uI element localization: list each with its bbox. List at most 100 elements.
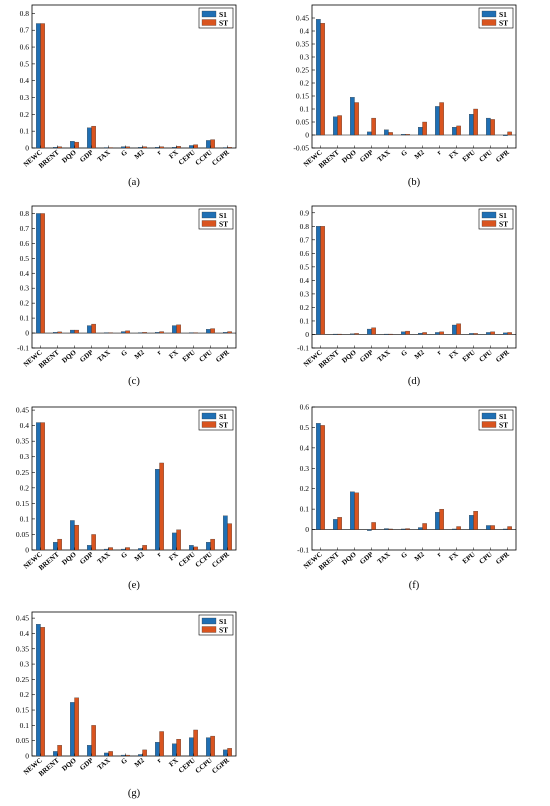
bar-s1-g xyxy=(121,548,126,551)
y-tick-label: 0.4 xyxy=(300,276,310,285)
bar-s1-tax xyxy=(104,147,109,149)
y-tick-label: 0.3 xyxy=(300,464,310,473)
bar-st-r xyxy=(439,508,444,530)
bar-s1-newc xyxy=(316,19,321,136)
bar-st-m2 xyxy=(422,523,427,530)
bar-st-gdp xyxy=(91,725,96,757)
x-tick-label: r xyxy=(155,148,163,156)
bar-s1-r xyxy=(155,147,160,149)
x-tick-label: DQO xyxy=(60,348,78,365)
bar-st-tax xyxy=(108,751,113,757)
legend-swatch-st xyxy=(481,19,497,26)
chart-panel-e: 00.050.10.150.20.250.30.350.40.45NEWCBRE… xyxy=(16,406,237,591)
x-tick-label: FX xyxy=(447,550,459,562)
bar-st-brent xyxy=(57,331,62,334)
x-tick-label: CCPU xyxy=(194,756,214,775)
legend-swatch-s1 xyxy=(201,10,217,18)
x-tick-label: r xyxy=(155,348,163,356)
bar-s1-g xyxy=(401,528,406,530)
legend-label-s1: S1 xyxy=(219,412,227,421)
y-tick-label: 0.9 xyxy=(300,208,310,217)
panel-label: (a) xyxy=(128,177,140,188)
plot-frame xyxy=(31,4,237,149)
x-tick-label: DQO xyxy=(60,756,78,773)
x-tick-label: TAX xyxy=(96,550,112,565)
bar-s1-fx xyxy=(452,127,457,136)
bar-s1-r xyxy=(155,469,160,551)
y-tick-label: 0.4 xyxy=(20,269,30,278)
x-tick-label: EPU xyxy=(461,148,477,163)
x-tick-label: CCPU xyxy=(194,148,214,167)
x-tick-label: GDP xyxy=(78,550,95,566)
x-tick-label: CEPU xyxy=(177,550,197,568)
y-tick-label: 0.4 xyxy=(300,27,310,36)
bar-st-cgpr xyxy=(227,523,232,551)
x-tick-label: CPU xyxy=(478,148,494,163)
bar-s1-r xyxy=(155,332,160,334)
y-tick-label: 0.1 xyxy=(20,721,30,730)
bar-st-gdp xyxy=(371,522,376,530)
bar-s1-gdp xyxy=(367,328,372,335)
x-tick-label: GPR xyxy=(494,348,511,364)
legend-swatch-s1 xyxy=(201,211,217,219)
x-tick-label: EPU xyxy=(461,550,477,565)
legend-label-st: ST xyxy=(219,19,228,28)
x-tick-label: G xyxy=(119,348,129,358)
bar-st-gpr xyxy=(507,131,512,136)
chart-panel-g: 00.050.10.150.20.250.30.350.40.45NEWCBRE… xyxy=(16,611,237,799)
bar-st-cpu xyxy=(490,331,495,335)
x-tick-label: G xyxy=(399,148,409,158)
bar-s1-gpr xyxy=(503,332,508,335)
x-tick-label: M2 xyxy=(133,348,146,361)
y-tick-label: 0.3 xyxy=(300,53,310,62)
bar-s1-newc xyxy=(36,23,41,149)
x-tick-label: TAX xyxy=(96,756,112,771)
bar-s1-g xyxy=(121,331,126,334)
bar-s1-gdp xyxy=(87,745,92,757)
bar-s1-dqo xyxy=(350,97,355,136)
bar-st-cpu xyxy=(210,328,215,334)
bar-s1-m2 xyxy=(138,332,143,334)
bar-s1-fx xyxy=(172,325,177,334)
bar-st-r xyxy=(439,102,444,136)
bar-st-tax xyxy=(388,132,393,136)
bar-st-gpr xyxy=(507,332,512,335)
bar-s1-epu xyxy=(469,515,474,530)
x-tick-label: CGPR xyxy=(210,756,231,775)
bar-s1-r xyxy=(435,106,440,136)
y-tick-label: 0.1 xyxy=(300,316,310,325)
bar-s1-brent xyxy=(53,332,58,334)
y-tick-label: 0.5 xyxy=(300,423,310,432)
legend-label-s1: S1 xyxy=(219,617,227,626)
bar-st-fx xyxy=(176,146,181,149)
y-tick-label: 0.05 xyxy=(16,530,29,539)
bar-s1-g xyxy=(121,146,126,149)
legend-label-s1: S1 xyxy=(219,211,227,220)
bar-s1-m2 xyxy=(138,754,143,757)
x-tick-label: M2 xyxy=(413,550,426,563)
bar-s1-tax xyxy=(384,129,389,136)
plot-frame xyxy=(311,4,517,149)
bar-st-brent xyxy=(57,538,62,551)
bar-s1-gdp xyxy=(87,127,92,149)
bar-s1-fx xyxy=(172,147,177,149)
x-tick-label: GPR xyxy=(494,550,511,566)
y-tick-label: 0.6 xyxy=(20,239,30,248)
bar-s1-tax xyxy=(384,333,389,335)
x-tick-label: GDP xyxy=(358,550,375,566)
bar-st-m2 xyxy=(142,332,147,334)
x-tick-label: TAX xyxy=(376,550,392,565)
bar-st-brent xyxy=(57,146,62,149)
x-tick-label: r xyxy=(155,756,163,764)
y-tick-label: 0 xyxy=(25,546,29,555)
bar-st-gpr xyxy=(507,526,512,530)
bar-s1-cgpr xyxy=(223,515,228,551)
x-tick-label: GPR xyxy=(494,148,511,164)
y-tick-label: 0.4 xyxy=(20,421,30,430)
legend-swatch-s1 xyxy=(201,412,217,420)
legend-swatch-s1 xyxy=(481,211,497,219)
bar-st-m2 xyxy=(142,545,147,551)
